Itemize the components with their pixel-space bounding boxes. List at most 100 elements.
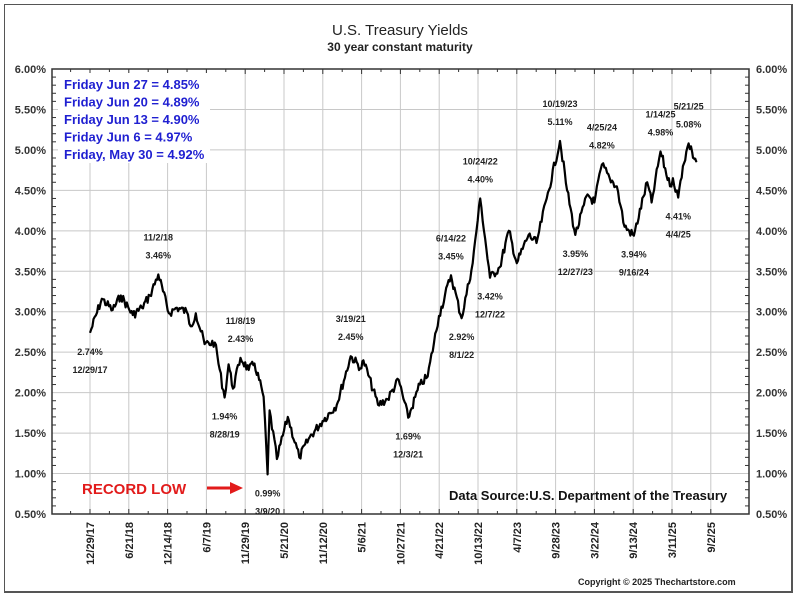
x-tick-label: 3/22/24: [589, 521, 601, 559]
annotation-line-2: 5.08%: [676, 119, 702, 129]
x-tick-label: 6/7/19: [201, 522, 213, 553]
y-tick-label-left: 0.50%: [15, 509, 46, 521]
x-tick-label: 4/7/23: [512, 522, 524, 553]
x-tick-label: 4/21/22: [434, 522, 446, 559]
x-tick-label: 6/21/18: [124, 522, 136, 559]
annotation: 3.95% 12/27/23: [558, 249, 593, 277]
x-axis: 12/29/17 6/21/18 12/14/18 6/7/19 11/29/19 5/2…: [70, 69, 718, 565]
annotation: 1.69% 12/3/21: [393, 432, 423, 460]
annotation-line-2: 8/28/19: [210, 429, 240, 439]
y-tick-label-right: 1.00%: [756, 469, 787, 481]
y-tick-label-right: 4.50%: [756, 185, 787, 197]
annotation-line-1: 1/14/25: [645, 110, 675, 120]
annotation: 10/24/22 4.40%: [463, 156, 498, 184]
annotation: 4.41% 4/4/25: [665, 212, 691, 240]
annotation: 6/14/22 3.45%: [436, 233, 466, 261]
y-tick-label-right: 2.50%: [756, 347, 787, 359]
y-axis-right: 0.50% 1.00% 1.50% 2.00% 2.50% 3.00% 3.50% 4.00%…: [745, 64, 787, 521]
annotation-line-2: 2.43%: [228, 334, 254, 344]
annotation: 11/8/19 2.43%: [226, 316, 256, 344]
annotation-line-1: 3/19/21: [336, 314, 366, 324]
annotation-line-1: 1.69%: [395, 432, 421, 442]
y-tick-label-right: 6.00%: [756, 64, 787, 76]
y-tick-label-left: 2.50%: [15, 347, 46, 359]
annotation-line-2: 4/4/25: [666, 230, 691, 240]
annotation-line-1: 4/25/24: [587, 122, 617, 132]
x-tick-label: 9/13/24: [628, 521, 640, 559]
record-low-label: RECORD LOW: [82, 481, 187, 498]
chart-subtitle: 30 year constant maturity: [327, 40, 473, 54]
x-tick-label: 5/6/21: [357, 522, 369, 553]
annotation-line-2: 3.46%: [146, 251, 172, 261]
annotation: 3.42% 12/7/22: [475, 292, 505, 320]
legend-entry: Friday Jun 6 = 4.97%: [64, 130, 193, 145]
annotation-line-2: 4.98%: [648, 128, 674, 138]
legend: Friday Jun 27 = 4.85% Friday Jun 20 = 4.8…: [58, 73, 210, 163]
y-tick-label-right: 1.50%: [756, 428, 787, 440]
y-tick-label-left: 4.00%: [15, 226, 46, 238]
y-tick-label-left: 3.50%: [15, 266, 46, 278]
x-tick-label: 9/28/23: [551, 522, 563, 559]
grid: [52, 69, 749, 514]
annotation: 5/21/25 5.08%: [674, 101, 704, 129]
annotation-line-1: 3.94%: [621, 250, 647, 260]
copyright-label: Copyright © 2025 Thechartstore.com: [578, 577, 736, 587]
annotation-line-2: 3/9/20: [255, 506, 280, 516]
annotation-line-1: 11/2/18: [144, 233, 174, 243]
annotation-line-2: 4.82%: [589, 140, 615, 150]
y-tick-label-left: 1.50%: [15, 428, 46, 440]
y-tick-label-right: 3.00%: [756, 307, 787, 319]
annotation: 3.94% 9/16/24: [619, 250, 649, 278]
x-tick-label: 9/2/25: [706, 522, 718, 553]
y-tick-label-left: 6.00%: [15, 64, 46, 76]
annotation: 3/19/21 2.45%: [336, 314, 366, 342]
data-source-label: Data Source:U.S. Department of the Treas…: [449, 488, 728, 503]
annotation-line-1: 10/24/22: [463, 156, 498, 166]
annotation-line-1: 4.41%: [665, 212, 691, 222]
annotation: 2.92% 8/1/22: [449, 332, 475, 360]
annotation-line-1: 3.42%: [477, 292, 503, 302]
annotation-line-1: 2.92%: [449, 332, 475, 342]
y-tick-label-right: 5.00%: [756, 145, 787, 157]
y-tick-label-left: 5.50%: [15, 104, 46, 116]
x-tick-label: 10/13/22: [473, 522, 485, 565]
y-tick-label-left: 4.50%: [15, 185, 46, 197]
legend-entry: Friday, May 30 = 4.92%: [64, 147, 205, 162]
x-tick-label: 5/21/20: [279, 522, 291, 559]
chart-title: U.S. Treasury Yields: [332, 22, 468, 39]
annotation: 11/2/18 3.46%: [144, 233, 174, 261]
y-axis-left: 0.50% 1.00% 1.50% 2.00% 2.50% 3.00% 3.50% 4.00%…: [15, 64, 56, 521]
annotation-line-1: 11/8/19: [226, 316, 256, 326]
annotation-line-2: 12/29/17: [72, 365, 107, 375]
annotation: 10/19/23 5.11%: [543, 99, 578, 127]
y-tick-label-right: 0.50%: [756, 509, 787, 521]
y-tick-label-right: 4.00%: [756, 226, 787, 238]
annotation-line-1: 6/14/22: [436, 233, 466, 243]
x-tick-label: 12/29/17: [85, 522, 97, 565]
record-low-arrow: [207, 482, 243, 494]
annotation-line-1: 3.95%: [563, 249, 589, 259]
annotation-line-2: 12/3/21: [393, 450, 423, 460]
annotation-line-1: 10/19/23: [543, 99, 578, 109]
y-tick-label-left: 1.00%: [15, 469, 46, 481]
annotation: 1.94% 8/28/19: [210, 411, 240, 439]
annotation-line-2: 5.11%: [548, 117, 573, 127]
annotation-line-2: 8/1/22: [449, 350, 474, 360]
legend-entry: Friday Jun 27 = 4.85%: [64, 77, 200, 92]
annotation: 0.99% 3/9/20: [255, 488, 281, 516]
annotation-line-2: 9/16/24: [619, 268, 649, 278]
legend-entry: Friday Jun 20 = 4.89%: [64, 95, 200, 110]
annotation-line-2: 12/27/23: [558, 267, 593, 277]
x-tick-label: 11/29/19: [240, 522, 252, 564]
y-tick-label-right: 3.50%: [756, 266, 787, 278]
y-tick-label-right: 2.00%: [756, 388, 787, 400]
y-tick-label-left: 5.00%: [15, 145, 46, 157]
series-line-30yr: [88, 139, 698, 476]
x-tick-label: 12/14/18: [163, 522, 175, 565]
x-tick-label: 3/11/25: [667, 522, 679, 558]
annotation-line-1: 5/21/25: [674, 101, 704, 111]
x-tick-label: 11/12/20: [318, 522, 330, 564]
y-tick-label-left: 3.00%: [15, 307, 46, 319]
annotation-line-2: 3.45%: [438, 251, 464, 261]
